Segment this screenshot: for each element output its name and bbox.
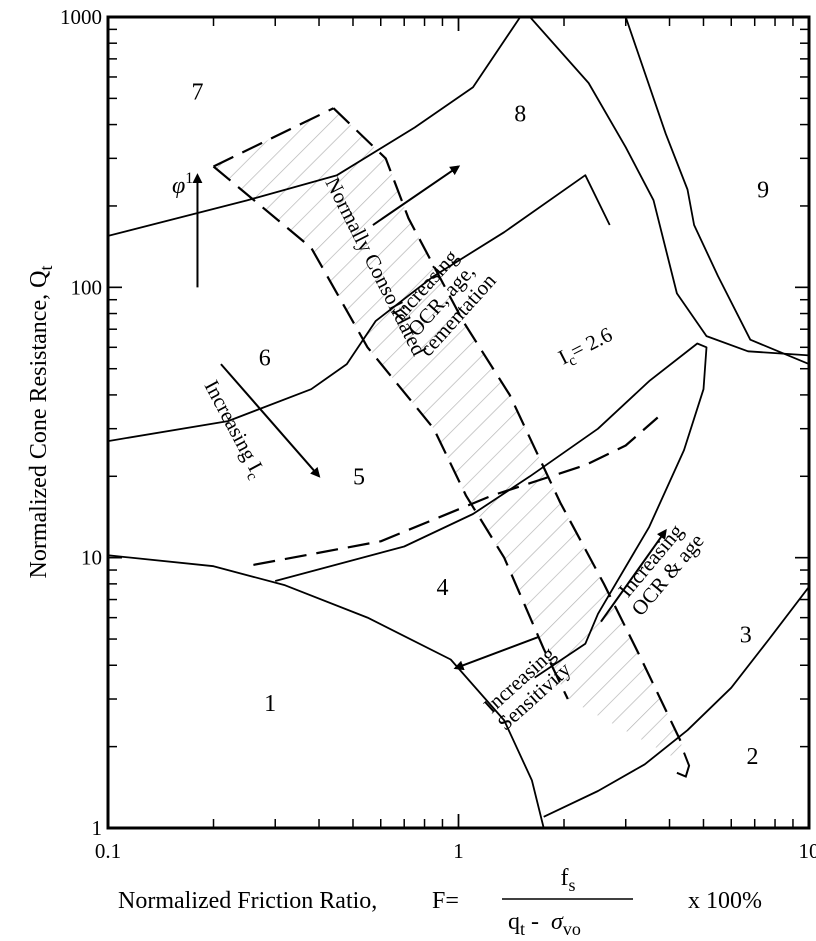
zone-label-8: 8	[514, 101, 526, 127]
increasing-ic-label: Increasing Ic	[196, 376, 271, 483]
sensitivity-arrow	[453, 635, 540, 671]
zone-9-boundary	[624, 17, 809, 365]
friction-ratio-formula: F= fs qt - σvo x 100%	[432, 865, 762, 939]
nc-hatch-fill	[213, 108, 684, 759]
zone-label-9: 9	[757, 178, 769, 204]
formula-numerator: fs	[560, 865, 575, 895]
ic-arrow	[220, 363, 321, 478]
formula-denominator: qt - σvo	[508, 909, 581, 939]
nc-upper-left	[212, 165, 569, 700]
small-hook	[676, 752, 691, 778]
normally-consolidated-band	[213, 108, 684, 759]
trend-arrows	[192, 165, 667, 671]
x-tick-label: 0.1	[95, 839, 121, 863]
x-tick-label: 10	[799, 839, 816, 863]
y-tick-label: 100	[71, 275, 103, 299]
y-tick-label: 10	[81, 546, 102, 570]
phi-label: φ1	[172, 170, 193, 199]
formula-suffix: x 100%	[688, 888, 762, 914]
y-tick-label: 1	[92, 816, 103, 840]
ic-2-6-line	[253, 416, 659, 566]
x-tick-label: 1	[453, 839, 464, 863]
zone-label-1: 1	[264, 691, 276, 717]
y-tick-label: 1000	[60, 5, 102, 29]
y-axis-title: Normalized Cone Resistance, Qt	[26, 266, 56, 579]
formula-lhs: F=	[432, 888, 459, 914]
zone-label-5: 5	[353, 464, 365, 490]
zone-5-6-boundary	[108, 174, 611, 442]
zone-labels: 1 2 3 4 5 6 7 8 9	[191, 80, 769, 770]
zone-2-boundary	[543, 586, 809, 818]
zone-label-6: 6	[259, 346, 271, 372]
plot-frame	[106, 15, 811, 830]
zone-8-9-boundary	[529, 17, 809, 357]
ic-2-6-label: Ic= 2.6	[554, 322, 618, 373]
zone-label-2: 2	[747, 744, 759, 770]
zone-boundaries	[108, 17, 809, 828]
x-axis-title: Normalized Friction Ratio,	[118, 888, 377, 914]
zone-3-4-boundary	[274, 342, 708, 679]
zone-1-boundary	[108, 554, 545, 828]
ocr-age-arrow	[600, 528, 667, 623]
nc-upper-right	[332, 107, 682, 742]
zone-label-7: 7	[191, 80, 203, 106]
ocr-cementation-arrow	[372, 165, 461, 226]
zone-label-3: 3	[740, 622, 752, 648]
zone-6-7-boundary	[108, 17, 521, 237]
zone-label-4: 4	[436, 575, 448, 601]
nc-top-edge	[213, 107, 334, 168]
